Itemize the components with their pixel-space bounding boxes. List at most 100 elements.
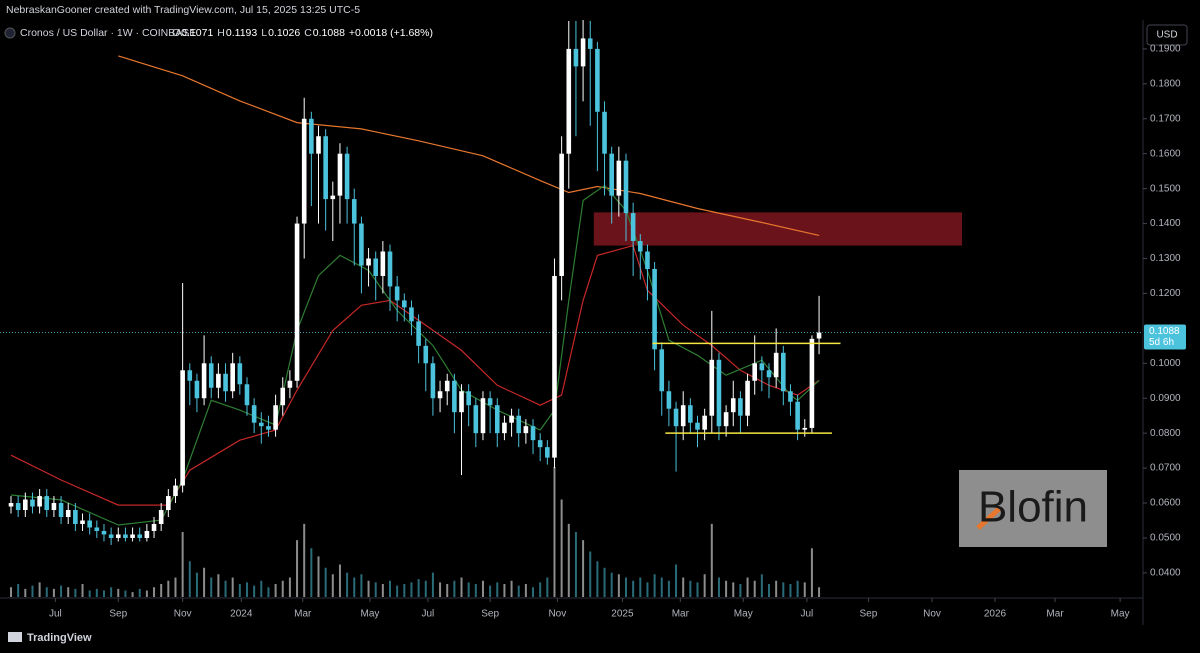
volume-bar (110, 587, 113, 597)
volume-bar (632, 580, 635, 597)
candle-body (802, 427, 808, 430)
candle-body (258, 422, 264, 427)
volume-bar (818, 587, 821, 597)
candle-body (480, 398, 486, 434)
volume-bar (124, 590, 127, 597)
moving-average (10, 244, 820, 506)
volume-bar (682, 577, 685, 597)
volume-bar (281, 580, 284, 597)
candle-body (151, 523, 157, 531)
candle-body (23, 499, 28, 511)
volume-bar (574, 532, 577, 597)
footer-brand: TradingView (27, 632, 92, 644)
candle-body (723, 412, 729, 427)
candle-body (309, 118, 314, 154)
volume-bar (195, 572, 198, 597)
ohlc-value: 0.1088 (313, 27, 345, 39)
volume-bar (624, 577, 627, 597)
volume-bar (260, 580, 263, 597)
candle-body (273, 405, 278, 430)
volume-bar (653, 574, 656, 597)
candle-body (387, 251, 393, 287)
currency-button[interactable] (1146, 24, 1188, 46)
candle-body (738, 398, 743, 416)
volume-bar (167, 580, 170, 597)
candle-body (430, 363, 436, 399)
volume-bar (389, 580, 392, 597)
volume-bar (238, 584, 241, 597)
volume-bar (510, 580, 513, 597)
candle-body (745, 380, 750, 416)
candle-body (509, 415, 514, 423)
y-tick-label: 0.1600 (1150, 148, 1181, 159)
volume-bar (546, 577, 549, 597)
candle-body (659, 349, 665, 392)
candle-body (688, 405, 693, 423)
volume-bar (775, 580, 778, 597)
y-tick-label: 0.0400 (1150, 568, 1181, 579)
candle-body (730, 398, 736, 413)
volume-bar (460, 577, 463, 597)
volume-bar (24, 588, 27, 597)
candle-body (652, 268, 657, 350)
x-tick-label: Mar (672, 609, 690, 620)
volume-bar (160, 584, 163, 597)
volume-bar (403, 584, 406, 597)
volume-bar (517, 585, 520, 597)
watermark: Blofin (978, 483, 1088, 532)
volume-bar (446, 584, 449, 597)
candle-body (630, 213, 636, 242)
candle-body (94, 527, 100, 531)
candle-body (459, 391, 464, 413)
candle-body (695, 422, 700, 430)
candle-body (795, 401, 800, 430)
candle-body (51, 503, 57, 511)
ohlc-key: C (304, 27, 312, 39)
plot-area (0, 13, 1143, 597)
volume-bar (174, 577, 177, 597)
volume-bar (396, 585, 399, 597)
candle-body (609, 153, 614, 196)
volume-bar (52, 588, 55, 597)
volume-bar (38, 582, 41, 597)
y-tick-label: 0.0500 (1150, 533, 1181, 544)
symbol-logo (4, 27, 16, 39)
candle-body (788, 391, 793, 402)
candle-body (616, 160, 622, 196)
candle-body (573, 48, 579, 67)
candle-body (87, 520, 92, 528)
candle-body (201, 363, 207, 399)
candle-body (316, 136, 321, 154)
candle-body (637, 241, 643, 252)
volume-bar (481, 580, 484, 597)
zone (593, 212, 963, 246)
candle-body (580, 38, 586, 67)
x-tick-label: Sep (481, 609, 499, 620)
candle-body (773, 352, 779, 378)
volume-bar (732, 582, 735, 597)
volume-bar (331, 574, 334, 597)
currency[interactable]: USD (1156, 30, 1177, 41)
volume-bar (296, 540, 299, 597)
candle-body (595, 48, 600, 112)
volume-bar (489, 585, 492, 597)
volume-bar (768, 584, 771, 597)
volume-bar (539, 582, 542, 597)
candle-body (101, 530, 107, 535)
volume-bar (153, 587, 156, 597)
ohlc-value: 0.1026 (268, 27, 300, 39)
volume-bar (667, 580, 670, 597)
y-tick-label: 0.0700 (1150, 463, 1181, 474)
volume-bar (288, 577, 291, 597)
volume-bar (453, 580, 456, 597)
volume-bar (582, 540, 585, 597)
candle-body (366, 258, 371, 266)
x-tick-label: May (361, 609, 380, 620)
candle-body (180, 370, 185, 486)
candle-body (809, 338, 815, 428)
volume-bar (303, 523, 306, 597)
x-tick-label: Nov (174, 609, 192, 620)
candle-body (623, 160, 629, 214)
